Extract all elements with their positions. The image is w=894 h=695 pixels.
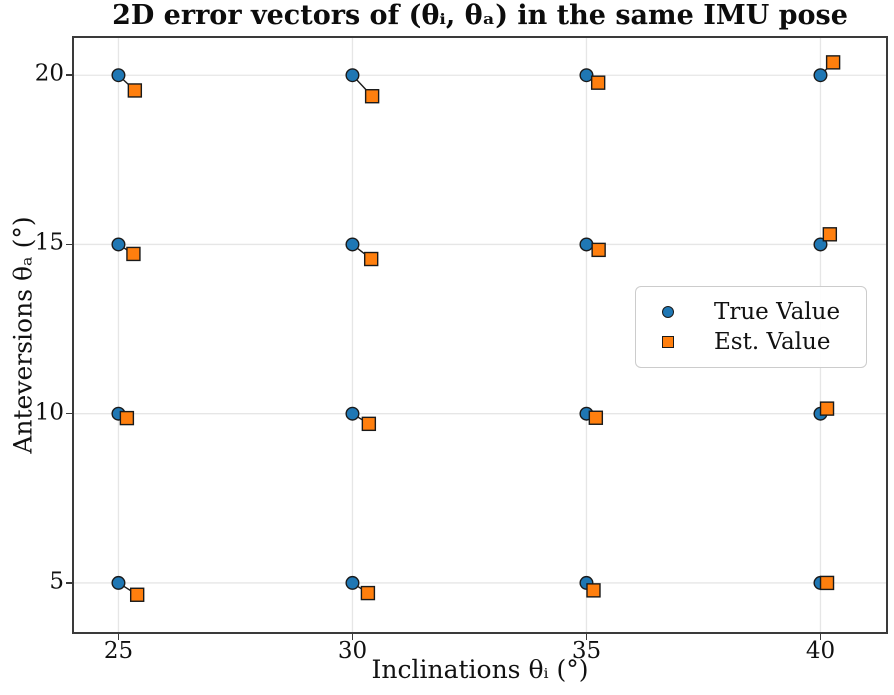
true-value-marker-icon	[662, 306, 674, 318]
legend: True Value Est. Value	[635, 286, 867, 368]
x-tick-label: 35	[571, 638, 602, 664]
data-point-true	[345, 237, 360, 252]
y-tick-mark	[66, 74, 72, 77]
data-point-true	[813, 68, 828, 83]
data-point-est	[129, 587, 145, 602]
data-point-est	[119, 410, 135, 426]
y-axis-label: Anteversions θₐ (°)	[8, 216, 38, 454]
data-point-est	[825, 55, 841, 70]
y-tick-label: 10	[34, 399, 64, 426]
data-point-est	[819, 575, 835, 591]
data-point-est	[364, 89, 380, 104]
legend-item-true: True Value	[662, 298, 866, 325]
data-point-true	[111, 575, 126, 590]
x-axis-label: Inclinations θᵢ (°)	[371, 655, 589, 684]
y-tick-label: 20	[34, 60, 64, 87]
data-point-true	[111, 68, 126, 83]
x-tick-label: 25	[103, 638, 134, 664]
x-tick-mark	[117, 634, 120, 640]
y-tick-label: 5	[49, 568, 64, 595]
x-tick-mark	[819, 634, 822, 640]
legend-label-est: Est. Value	[714, 328, 831, 355]
legend-item-est: Est. Value	[662, 328, 866, 355]
data-point-est	[591, 242, 606, 258]
x-tick-mark	[585, 634, 588, 640]
data-point-true	[579, 68, 594, 83]
x-tick-label: 40	[805, 638, 836, 664]
plot-canvas	[74, 38, 886, 632]
x-tick-label: 30	[337, 638, 368, 664]
data-point-est	[819, 401, 835, 416]
y-tick-mark	[66, 412, 72, 415]
y-tick-mark	[66, 243, 72, 246]
data-point-est	[588, 410, 604, 425]
data-point-true	[579, 237, 594, 252]
data-point-est	[363, 251, 379, 267]
data-point-true	[345, 575, 360, 590]
est-value-marker-icon	[662, 336, 674, 348]
data-point-est	[126, 246, 141, 262]
legend-label-true: True Value	[714, 298, 841, 325]
y-tick-mark	[66, 582, 72, 584]
y-tick-label: 15	[34, 230, 64, 257]
data-point-est	[361, 416, 377, 432]
data-point-est	[586, 583, 601, 598]
data-point-est	[590, 75, 606, 90]
data-point-true	[111, 237, 126, 252]
data-point-est	[822, 227, 838, 242]
chart-title: 2D error vectors of (θᵢ, θₐ) in the same…	[112, 0, 848, 31]
x-tick-mark	[351, 634, 354, 640]
data-point-est	[127, 83, 143, 98]
data-point-true	[345, 68, 360, 83]
data-point-est	[360, 585, 376, 601]
plot-area: True Value Est. Value	[72, 36, 888, 634]
data-point-true	[345, 406, 360, 421]
